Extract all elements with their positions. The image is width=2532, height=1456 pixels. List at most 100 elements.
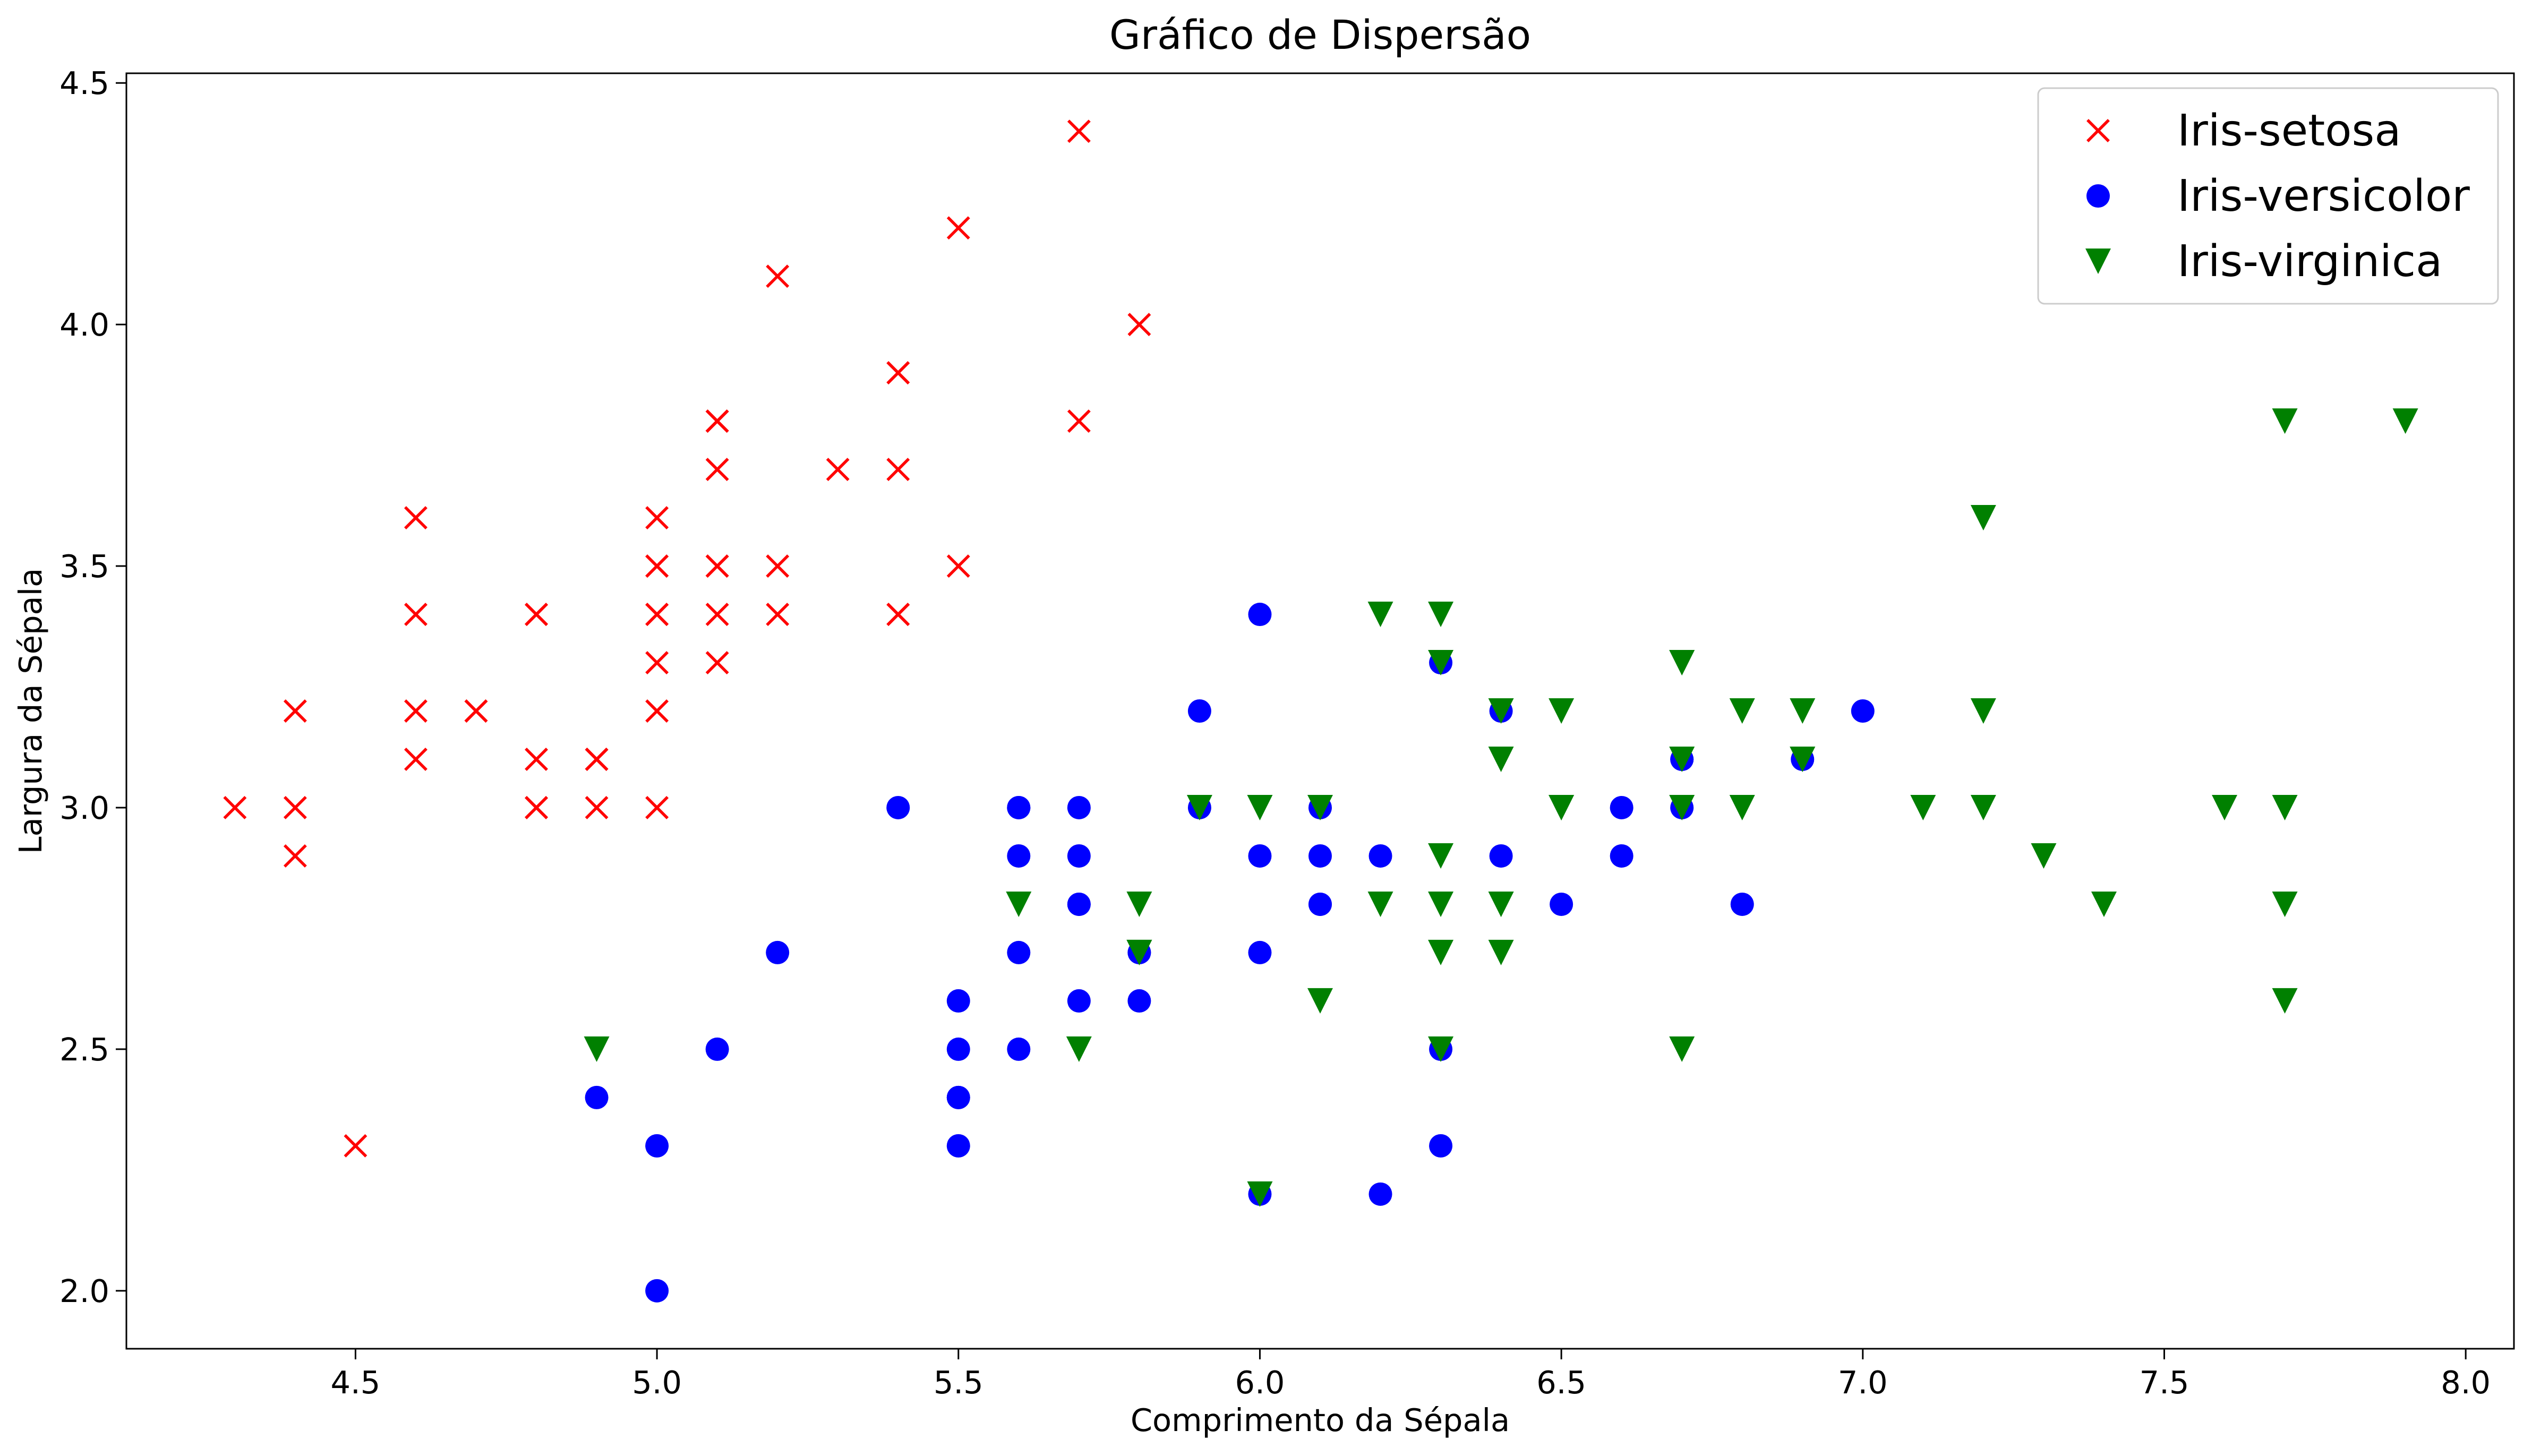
- point-iris-versicolor: [886, 795, 910, 819]
- x-axis: 4.5 5.0 5.5 6.0 6.5 7.0 7.5 8.0: [331, 1349, 2491, 1401]
- point-iris-setosa: [283, 699, 307, 723]
- y-tick-label: 2.5: [59, 1031, 109, 1068]
- point-iris-versicolor: [1007, 940, 1031, 964]
- point-iris-setosa: [705, 409, 729, 433]
- point-iris-virginica: [1729, 794, 1755, 820]
- x-tick-label: 8.0: [2441, 1364, 2491, 1401]
- point-iris-virginica: [1549, 794, 1575, 820]
- point-iris-versicolor: [1429, 1134, 1453, 1158]
- point-iris-setosa: [645, 796, 669, 819]
- point-iris-virginica: [1669, 1036, 1695, 1062]
- point-iris-setosa: [946, 554, 970, 578]
- point-iris-setosa: [766, 264, 790, 288]
- point-iris-virginica: [1066, 1036, 1092, 1062]
- point-iris-setosa: [645, 554, 669, 578]
- point-iris-virginica: [1428, 939, 1454, 965]
- point-iris-versicolor: [1368, 844, 1392, 868]
- point-iris-virginica: [1307, 794, 1333, 820]
- x-tick-label: 7.5: [2140, 1364, 2189, 1401]
- point-iris-virginica: [2091, 891, 2117, 917]
- x-tick-label: 4.5: [331, 1364, 381, 1401]
- point-iris-virginica: [2272, 794, 2298, 820]
- point-iris-virginica: [1970, 698, 1996, 724]
- point-iris-virginica: [1970, 794, 1996, 820]
- point-iris-setosa: [525, 748, 548, 771]
- point-iris-virginica: [2272, 891, 2298, 917]
- chart-title: Gráfico de Dispersão: [1109, 11, 1531, 58]
- point-iris-versicolor: [585, 1085, 609, 1109]
- point-iris-versicolor: [1368, 1182, 1392, 1206]
- point-iris-virginica: [1006, 891, 1032, 917]
- legend-item-iris-virginica: Iris-virginica: [2085, 236, 2442, 287]
- data-points: [223, 119, 2418, 1303]
- point-iris-setosa: [645, 506, 669, 530]
- point-iris-setosa: [645, 603, 669, 626]
- series-iris-versicolor: [585, 603, 1875, 1303]
- point-iris-virginica: [1186, 794, 1212, 820]
- legend-box: [2037, 87, 2499, 305]
- point-iris-setosa: [404, 748, 427, 771]
- point-iris-virginica: [1247, 1181, 1273, 1207]
- x-tick-label: 7.0: [1838, 1364, 1888, 1401]
- point-iris-versicolor: [1610, 844, 1633, 868]
- point-iris-setosa: [705, 651, 729, 674]
- point-iris-versicolor: [946, 1134, 970, 1158]
- point-iris-setosa: [766, 603, 790, 626]
- point-iris-versicolor: [1067, 892, 1091, 916]
- y-tick-label: 2.0: [59, 1273, 109, 1309]
- point-iris-virginica: [2272, 408, 2298, 434]
- point-iris-versicolor: [1308, 844, 1332, 868]
- point-iris-virginica: [2392, 408, 2418, 434]
- series-iris-virginica: [584, 408, 2418, 1207]
- point-iris-setosa: [464, 699, 488, 723]
- point-iris-virginica: [2031, 843, 2057, 869]
- point-iris-virginica: [584, 1036, 610, 1062]
- point-iris-setosa: [283, 796, 307, 819]
- point-iris-setosa: [404, 506, 427, 530]
- point-iris-virginica: [1428, 891, 1454, 917]
- point-iris-versicolor: [1550, 892, 1573, 916]
- legend-label: Iris-setosa: [2177, 106, 2401, 156]
- point-iris-versicolor: [1248, 844, 1272, 868]
- point-iris-virginica: [2212, 794, 2238, 820]
- point-iris-versicolor: [705, 1037, 729, 1061]
- point-iris-virginica: [1488, 939, 1514, 965]
- point-iris-versicolor: [1308, 892, 1332, 916]
- point-iris-virginica: [1729, 698, 1755, 724]
- point-iris-setosa: [705, 554, 729, 578]
- x-tick-label: 6.5: [1536, 1364, 1586, 1401]
- point-iris-versicolor: [1730, 892, 1754, 916]
- point-iris-setosa: [404, 699, 427, 723]
- point-iris-setosa: [886, 603, 910, 626]
- point-iris-setosa: [223, 796, 247, 819]
- point-iris-setosa: [1067, 119, 1091, 143]
- point-iris-virginica: [1367, 602, 1393, 628]
- point-iris-virginica: [1247, 794, 1273, 820]
- y-tick-label: 4.0: [59, 306, 109, 343]
- point-iris-virginica: [1910, 794, 1936, 820]
- point-iris-setosa: [585, 748, 609, 771]
- point-iris-setosa: [585, 796, 609, 819]
- legend-item-iris-setosa: Iris-setosa: [2086, 106, 2401, 156]
- point-iris-setosa: [645, 651, 669, 674]
- x-tick-label: 6.0: [1235, 1364, 1285, 1401]
- point-iris-versicolor: [1007, 844, 1031, 868]
- x-tick-label: 5.0: [632, 1364, 682, 1401]
- point-iris-virginica: [1790, 698, 1816, 724]
- legend: Iris-setosa Iris-versicolor Iris-virginica: [2037, 87, 2499, 305]
- point-iris-setosa: [525, 603, 548, 626]
- legend-label: Iris-virginica: [2177, 236, 2442, 287]
- point-iris-virginica: [2272, 988, 2298, 1014]
- point-iris-virginica: [1428, 602, 1454, 628]
- point-iris-setosa: [404, 603, 427, 626]
- point-iris-versicolor: [1007, 1037, 1031, 1061]
- point-iris-versicolor: [946, 1085, 970, 1109]
- point-iris-versicolor: [1489, 844, 1513, 868]
- y-axis: 2.0 2.5 3.0 3.5 4.0 4.5: [59, 65, 126, 1309]
- point-iris-setosa: [1127, 313, 1151, 337]
- point-iris-virginica: [1549, 698, 1575, 724]
- point-iris-versicolor: [766, 940, 790, 964]
- point-iris-virginica: [1669, 746, 1695, 772]
- y-tick-label: 3.5: [59, 548, 109, 585]
